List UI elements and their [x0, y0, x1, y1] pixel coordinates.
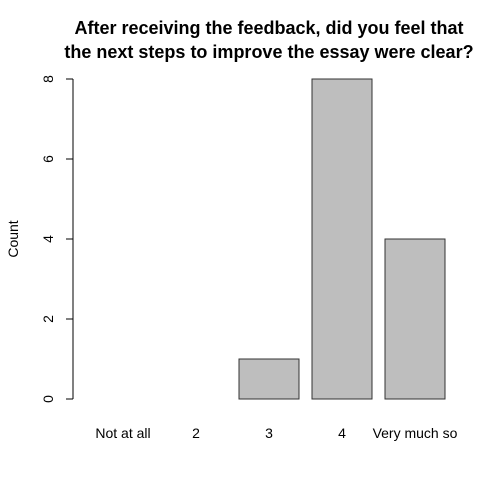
- y-axis-label: Count: [5, 220, 21, 257]
- y-tick-label: 4: [40, 235, 56, 243]
- y-tick-label: 8: [40, 75, 56, 83]
- x-tick-label: Very much so: [373, 425, 458, 441]
- x-tick-label: Not at all: [95, 425, 150, 441]
- bars-group: [238, 78, 446, 400]
- y-axis: 0 2 4 6 8: [40, 75, 74, 403]
- x-tick-label: 3: [265, 425, 273, 441]
- x-tick-label: 4: [338, 425, 346, 441]
- chart-title-line-1: After receiving the feedback, did you fe…: [74, 18, 463, 38]
- y-tick-label: 6: [40, 155, 56, 163]
- bar: [238, 358, 300, 400]
- x-tick-labels: Not at all 2 3 4 Very much so: [95, 425, 457, 441]
- bar: [311, 78, 373, 400]
- x-tick-label: 2: [192, 425, 200, 441]
- bar: [384, 238, 446, 400]
- chart-title-line-2: the next steps to improve the essay were…: [64, 42, 473, 62]
- y-tick-label: 0: [40, 395, 56, 403]
- y-tick-label: 2: [40, 315, 56, 323]
